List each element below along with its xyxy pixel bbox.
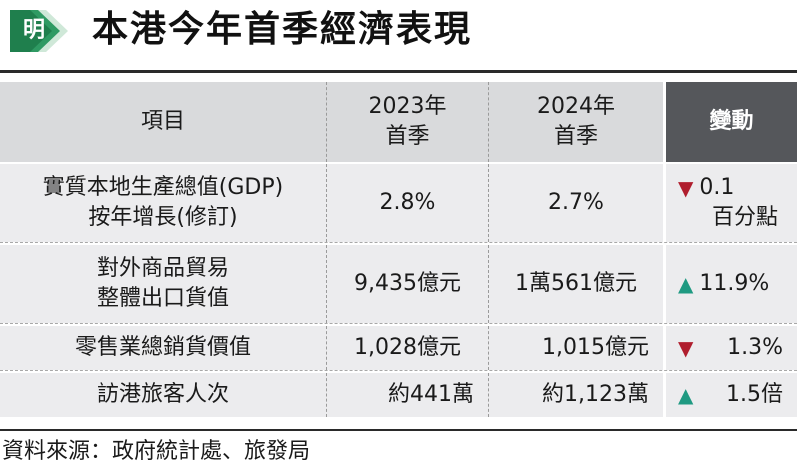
- table-row-3-item: 零售業總銷貨價值: [0, 326, 327, 370]
- row-2-change-value: 11.9%: [699, 271, 770, 296]
- row-3-change-value: 1.3%: [727, 335, 783, 360]
- logo-badge-shape: [10, 10, 68, 52]
- row-2-item-line1: 對外商品貿易: [96, 256, 229, 281]
- footer-divider: [0, 429, 797, 431]
- page-header: 明 本港今年首季經濟表現: [0, 0, 797, 66]
- down-triangle-icon: ▼: [678, 176, 694, 200]
- row-2-q1-2023: 9,435億元: [327, 245, 489, 323]
- row-2-change: ▲ 11.9%: [666, 245, 797, 323]
- col-header-2023: 2023年 首季: [327, 82, 489, 162]
- up-triangle-icon: ▲: [678, 272, 694, 296]
- row-divider: [0, 370, 797, 371]
- row-4-change: ▲ 1.5倍: [666, 373, 797, 417]
- newspaper-logo: 明: [8, 8, 70, 54]
- row-1-change-value: 0.1: [699, 175, 735, 200]
- col-header-2023-year: 2023年: [368, 94, 447, 119]
- row-1-q1-2024: 2.7%: [489, 164, 663, 242]
- row-3-change: ▼ 1.3%: [666, 326, 797, 370]
- col-header-item-label: 項目: [140, 109, 185, 134]
- col-header-change-label: 變動: [709, 109, 754, 134]
- row-2-q1-2024: 1萬561億元: [489, 245, 663, 323]
- source-note: 資料來源：政府統計處、旅發局: [2, 439, 311, 464]
- col-header-item: 項目: [0, 82, 327, 162]
- row-4-q1-2024: 約1,123萬: [489, 373, 663, 417]
- table-row-1-item: 實質本地生產總值(GDP) 按年增長(修訂): [0, 164, 327, 242]
- row-1-change-unit: 百分點: [712, 205, 779, 230]
- row-1-item-line1: 實質本地生產總值(GDP): [42, 175, 284, 200]
- row-4-change-value: 1.5倍: [726, 382, 783, 407]
- down-triangle-icon: ▼: [678, 336, 694, 360]
- col-header-2023-quarter: 首季: [385, 124, 430, 149]
- col-header-change: 變動: [666, 82, 797, 162]
- table-row-4-item: 訪港旅客人次: [0, 373, 327, 417]
- col-header-2024-quarter: 首季: [553, 124, 598, 149]
- row-1-change: ▼ 0.1 百分點: [666, 164, 797, 242]
- col-header-2024: 2024年 首季: [489, 82, 663, 162]
- title-divider: [0, 70, 797, 73]
- row-4-q1-2023: 約441萬: [327, 373, 489, 417]
- row-3-q1-2024: 1,015億元: [489, 326, 663, 370]
- row-3-q1-2023: 1,028億元: [327, 326, 489, 370]
- up-triangle-icon: ▲: [678, 383, 694, 407]
- row-divider: [0, 242, 797, 243]
- col-header-2024-year: 2024年: [537, 94, 615, 119]
- row-2-item-line2: 整體出口貨值: [96, 286, 229, 311]
- table-row-2-item: 對外商品貿易 整體出口貨值: [0, 245, 327, 323]
- logo-char: 明: [22, 18, 45, 43]
- row-divider: [0, 323, 797, 324]
- page-title: 本港今年首季經濟表現: [92, 9, 473, 50]
- row-1-item-line2: 按年增長(修訂): [88, 205, 238, 230]
- row-1-q1-2023: 2.8%: [327, 164, 489, 242]
